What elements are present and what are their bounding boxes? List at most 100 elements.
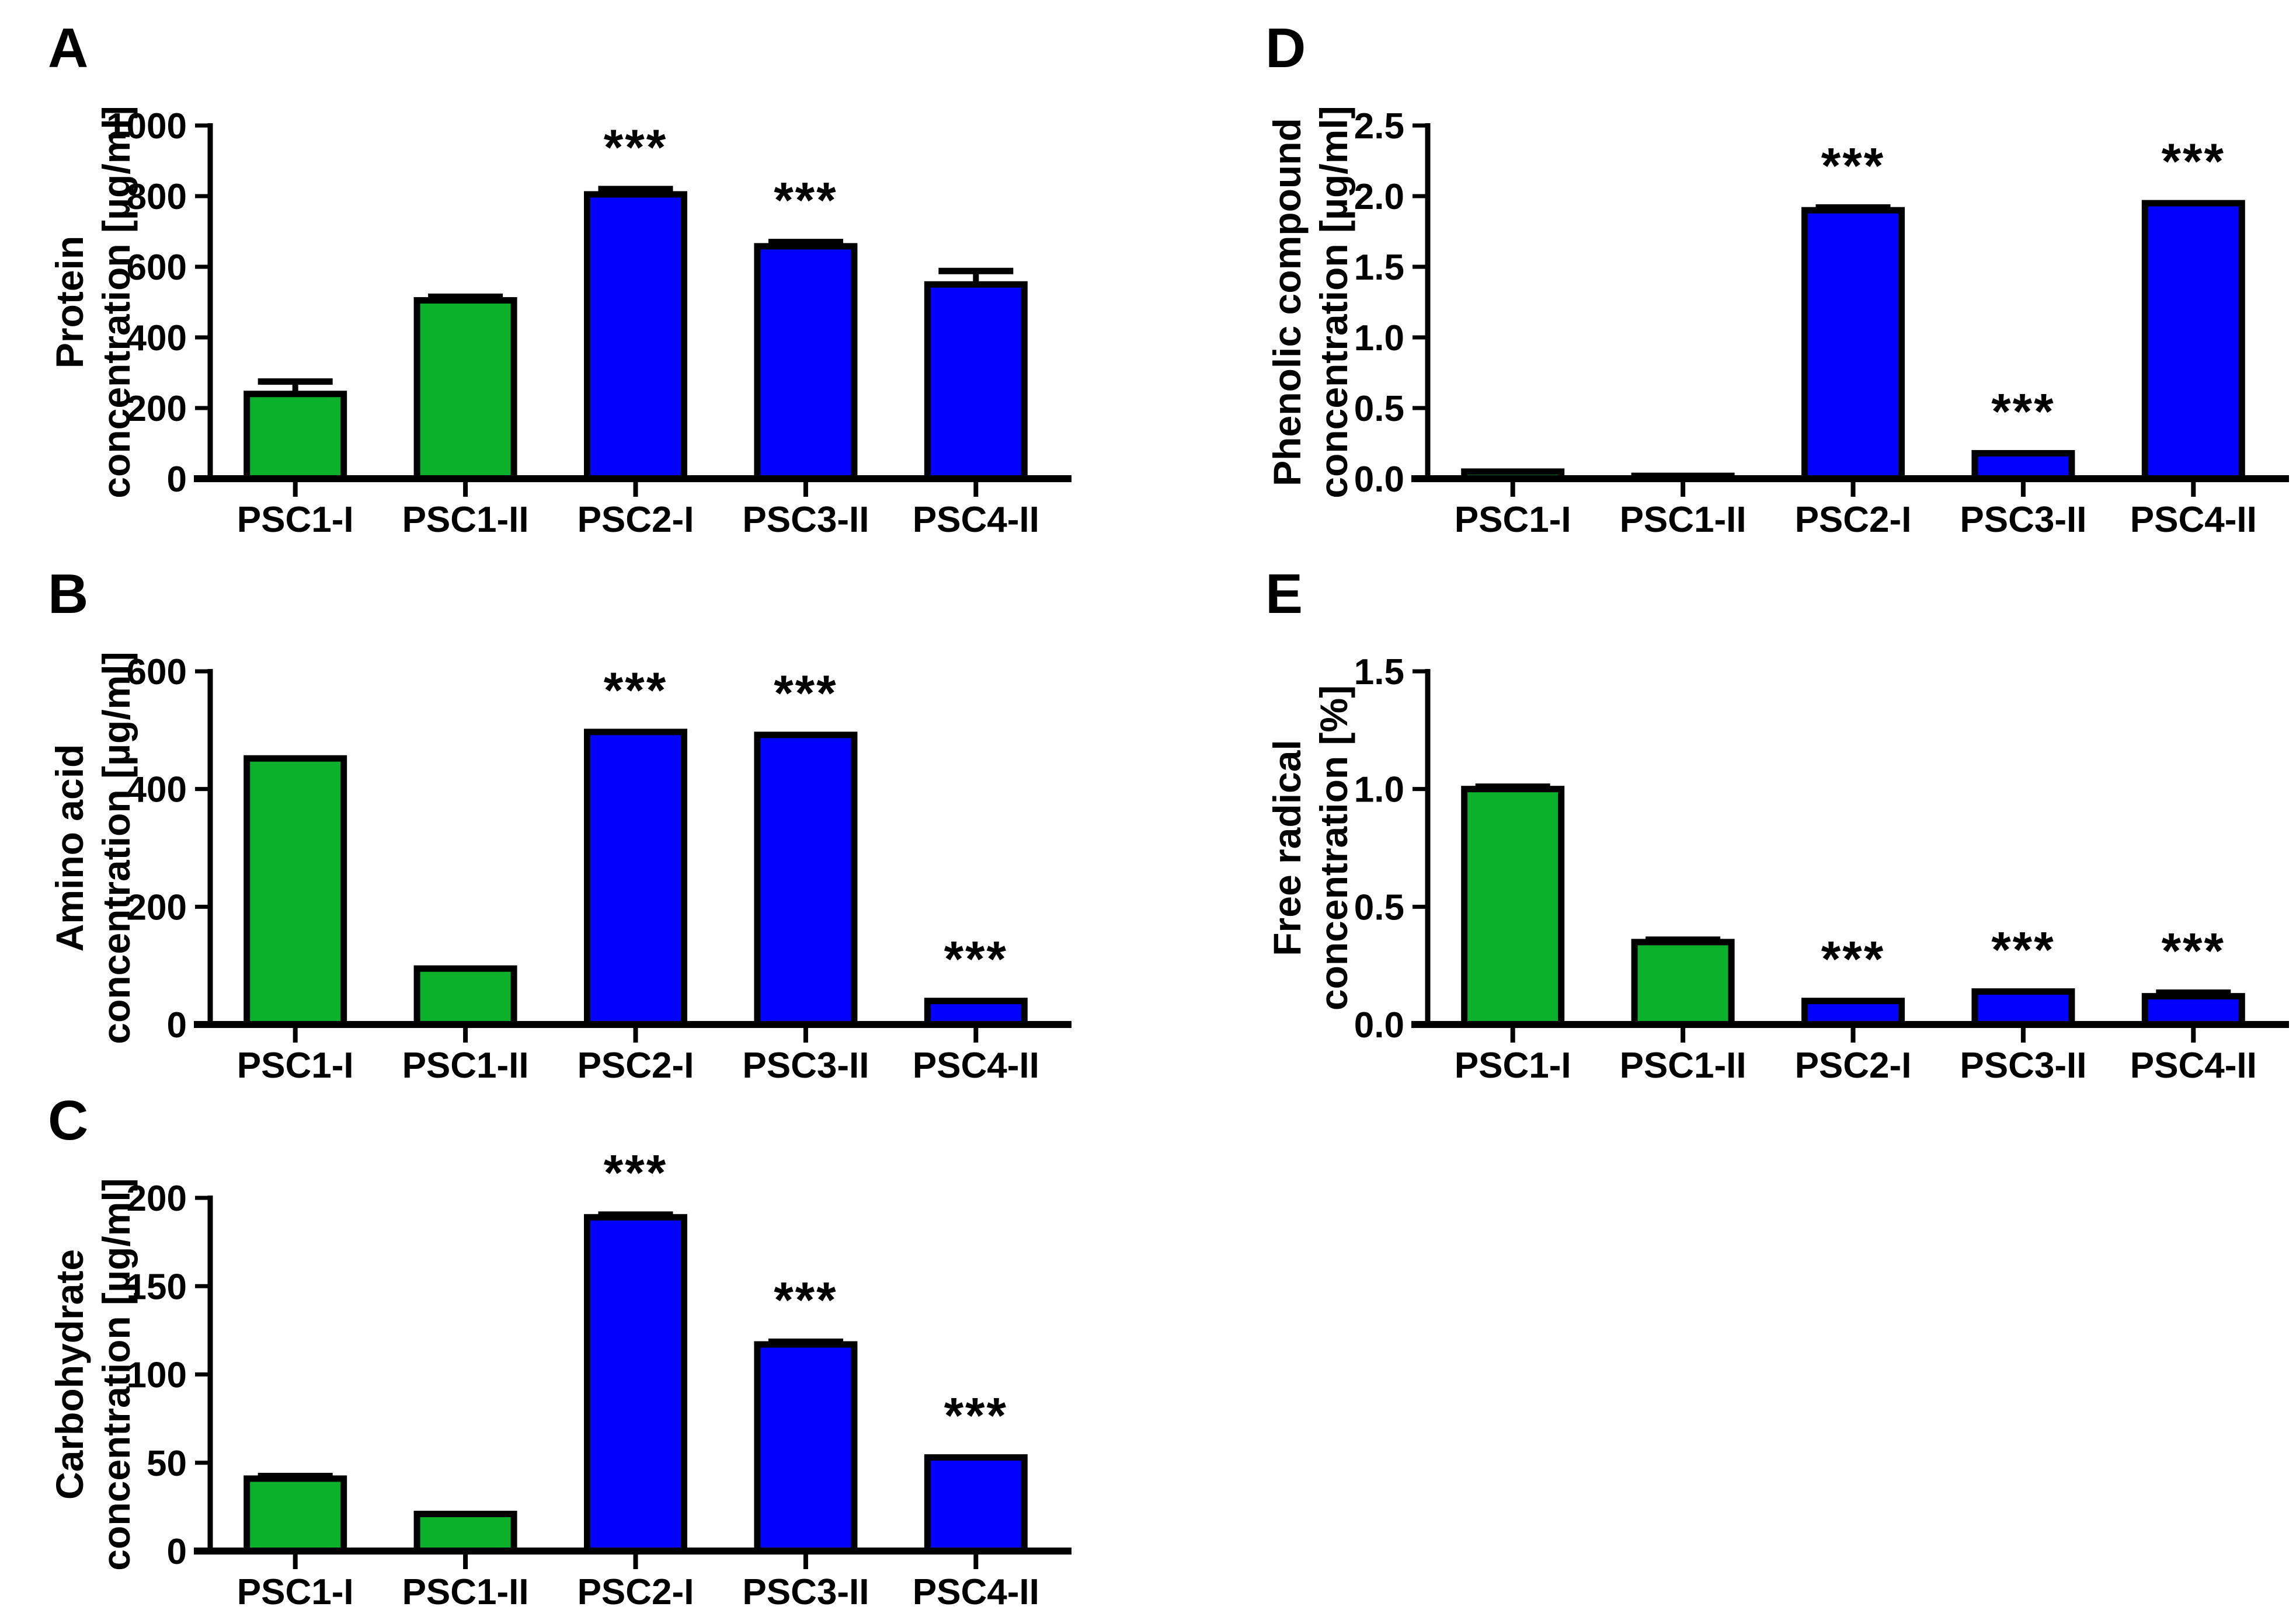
x-category-label: PSC3-II [1960, 1046, 2086, 1086]
y-axis-label-line2: concentration [µg/ml] [95, 1178, 138, 1570]
panel-A: A Protein concentration [µg/ml] 0 200 400 600 8… [35, 9, 1098, 552]
panel-chart-svg: D Phenolic compound concentration [µg/ml]0… [1265, 17, 2289, 540]
x-category-label: PSC2-I [1795, 1046, 1912, 1086]
y-tick-label: 100 [127, 1355, 187, 1396]
panel-letter: E [1265, 563, 1303, 625]
y-tick-label: 50 [147, 1444, 187, 1484]
bar-PSC3-II [754, 1341, 858, 1555]
panel-chart-svg: A Protein concentration [µg/ml] 0 200 400 600 8… [48, 17, 1072, 540]
y-tick-label: 0.5 [1354, 389, 1404, 429]
x-category-label: PSC4-II [2130, 500, 2257, 540]
bar-PSC4-II [924, 1454, 1028, 1555]
y-tick-label: 2.0 [1354, 177, 1404, 217]
y-axis-label-line1: Amino acid [48, 744, 91, 952]
panel-D: D Phenolic compound concentration [µg/ml] 0… [1253, 9, 2296, 552]
bar-PSC1-I [243, 755, 347, 1028]
bar-PSC1-II [413, 965, 517, 1028]
bar-PSC1-II [413, 297, 517, 482]
x-category-label: PSC1-I [237, 1572, 354, 1612]
y-tick-label: 0 [167, 1005, 187, 1046]
y-axis-label-line2: concentration [%] [1312, 685, 1355, 1010]
x-category-label: PSC1-I [1455, 1046, 1571, 1086]
y-tick-label: 200 [127, 389, 187, 429]
panel-letter: B [48, 563, 88, 625]
panel-chart-svg: C Carbohydrate concentration [µg/ml] 0 50 100… [48, 1089, 1072, 1612]
y-axis-label-line2: concentration [µg/ml] [95, 651, 138, 1044]
bar-PSC2-I [1801, 207, 1905, 482]
y-tick-label: 1.0 [1354, 770, 1404, 810]
y-tick-label: 0.0 [1354, 459, 1404, 500]
x-category-label: PSC2-I [578, 1046, 694, 1086]
x-category-label: PSC1-I [1455, 500, 1571, 540]
bar-PSC4-II [2141, 200, 2245, 482]
bar-PSC4-II [924, 998, 1028, 1028]
panel-C: C Carbohydrate concentration [µg/ml] 0 50 100… [35, 1081, 1098, 1624]
panel-B: B Amino acid concentration [µg/ml] 0 200 400 6… [35, 555, 1098, 1097]
y-tick-label: 0.0 [1354, 1005, 1404, 1046]
bar-PSC4-II [2141, 993, 2245, 1028]
significance-stars: *** [1991, 922, 2055, 978]
y-axis-label-line1: Phenolic compound [1265, 118, 1309, 486]
y-axis-label-line2: concentration [µg/ml] [95, 106, 138, 498]
bar-PSC1-II [413, 1510, 517, 1555]
x-category-label: PSC1-II [402, 1572, 529, 1612]
y-tick-label: 200 [127, 887, 187, 928]
bar-PSC1-II [1631, 939, 1735, 1028]
panel-letter: D [1265, 17, 1306, 79]
y-tick-label: 1.0 [1354, 318, 1404, 358]
bar-PSC4-II [924, 281, 1028, 482]
y-tick-label: 0.5 [1354, 887, 1404, 928]
x-category-label: PSC1-I [237, 1046, 354, 1086]
y-tick-label: 1.5 [1354, 652, 1404, 692]
significance-stars: *** [2162, 134, 2225, 190]
bar-PSC3-II [1971, 449, 2075, 482]
significance-stars: *** [774, 1273, 837, 1329]
y-tick-label: 400 [127, 318, 187, 358]
y-axis-label-line1: Protein [48, 236, 91, 368]
panel-chart-svg: E Free radical concentration [%]0.0 0.5 1.0 1… [1265, 563, 2289, 1086]
x-category-label: PSC2-I [1795, 500, 1912, 540]
y-axis-label-line1: Carbohydrate [48, 1249, 91, 1500]
y-tick-label: 1.5 [1354, 248, 1404, 288]
y-tick-label: 200 [127, 1179, 187, 1219]
x-category-label: PSC1-II [1620, 1046, 1747, 1086]
bar-PSC1-I [243, 391, 347, 482]
y-tick-label: 0 [167, 1532, 187, 1572]
significance-stars: *** [774, 173, 837, 229]
x-category-label: PSC3-II [1960, 500, 2086, 540]
bar-PSC3-II [754, 243, 858, 482]
x-category-label: PSC3-II [742, 1046, 869, 1086]
x-category-label: PSC4-II [2130, 1046, 2257, 1086]
x-category-label: PSC4-II [913, 500, 1039, 540]
bar-PSC2-I [584, 729, 687, 1028]
x-category-label: PSC3-II [742, 1572, 869, 1612]
y-tick-label: 1000 [106, 106, 187, 147]
significance-stars: *** [1821, 138, 1885, 194]
y-tick-label: 600 [127, 652, 187, 692]
x-category-label: PSC1-II [1620, 500, 1747, 540]
panel-letter: A [48, 17, 88, 79]
x-category-label: PSC1-I [237, 500, 354, 540]
y-tick-label: 400 [127, 770, 187, 810]
x-category-label: PSC1-II [402, 1046, 529, 1086]
x-category-label: PSC1-II [402, 500, 529, 540]
bar-PSC1-I [243, 1475, 347, 1555]
bar-PSC2-I [584, 1214, 687, 1555]
bar-PSC1-I [1461, 786, 1565, 1028]
y-tick-label: 2.5 [1354, 106, 1404, 147]
significance-stars: *** [604, 1145, 667, 1201]
y-tick-label: 800 [127, 177, 187, 217]
y-tick-label: 600 [127, 248, 187, 288]
significance-stars: *** [944, 932, 1008, 988]
y-axis-label-line1: Free radical [1265, 740, 1309, 956]
panel-letter: C [48, 1089, 88, 1152]
panel-E: E Free radical concentration [%] 0.0 0.5 1.0 1… [1253, 555, 2296, 1097]
y-tick-label: 150 [127, 1267, 187, 1307]
significance-stars: *** [1821, 932, 1885, 988]
y-axis-label-line2: concentration [µg/ml] [1312, 106, 1355, 498]
bar-PSC2-I [1801, 998, 1905, 1028]
x-category-label: PSC3-II [742, 500, 869, 540]
significance-stars: *** [2162, 923, 2225, 980]
significance-stars: *** [774, 665, 837, 722]
